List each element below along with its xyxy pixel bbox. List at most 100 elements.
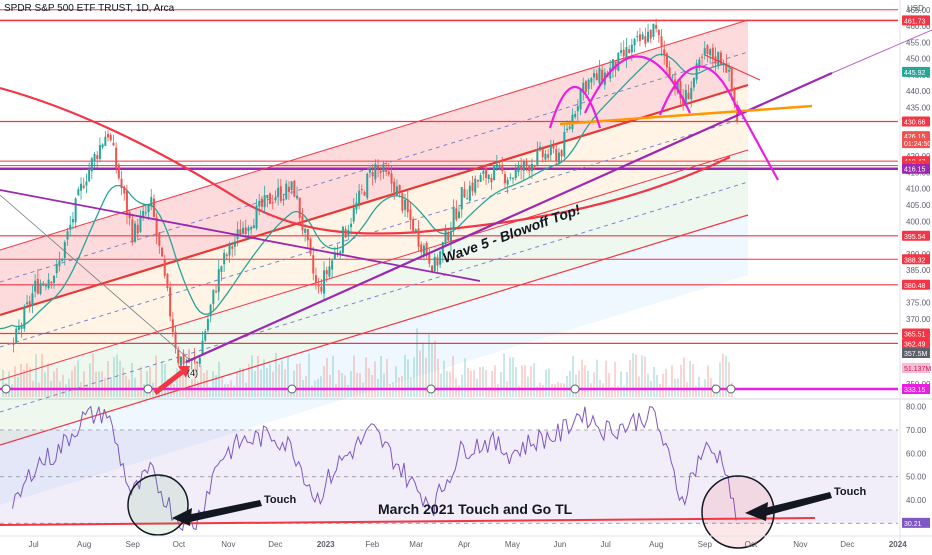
volume-bar bbox=[299, 363, 301, 397]
candle-body bbox=[703, 48, 706, 56]
candle-body bbox=[171, 319, 174, 333]
candle-body bbox=[622, 49, 625, 57]
volume-bar bbox=[104, 377, 106, 397]
x-tick-0: Jul bbox=[28, 540, 38, 549]
volume-bar bbox=[398, 377, 400, 397]
price-badge-text-7: 416.15 bbox=[904, 167, 926, 174]
candle-body bbox=[204, 331, 207, 341]
candle-body bbox=[512, 178, 515, 180]
rsi-tick-0: 80.00 bbox=[906, 403, 927, 412]
volume-bar bbox=[617, 385, 619, 397]
candle-body bbox=[17, 327, 20, 330]
candle-body bbox=[53, 275, 56, 283]
rsi-tick-3: 50.00 bbox=[906, 473, 927, 482]
candle-body bbox=[298, 197, 301, 218]
red-arrow-shaft bbox=[153, 370, 184, 395]
candle-body bbox=[233, 241, 236, 247]
volume-bar bbox=[668, 386, 670, 397]
volume-bar bbox=[221, 377, 223, 397]
volume-bar bbox=[683, 357, 685, 397]
candle-body bbox=[582, 82, 585, 93]
volume-bar bbox=[209, 386, 211, 397]
event-marker-6 bbox=[726, 384, 736, 394]
candle-body bbox=[422, 245, 425, 255]
candle-body bbox=[77, 189, 80, 196]
candle-body bbox=[584, 81, 587, 92]
price-badge-text-0: 461.73 bbox=[904, 18, 926, 25]
channel-band-bottom bbox=[0, 215, 748, 505]
x-tick-10: May bbox=[505, 540, 520, 549]
candle-body bbox=[107, 133, 110, 138]
candle-body bbox=[139, 216, 142, 232]
candle-body bbox=[547, 154, 550, 158]
rsi-value-badge-text: 30.21 bbox=[904, 521, 922, 528]
candle-body bbox=[479, 175, 482, 182]
price-tick-5: 440.00 bbox=[906, 87, 931, 96]
volume-bar bbox=[62, 374, 64, 397]
candle-body bbox=[317, 285, 320, 287]
candle-body bbox=[668, 67, 671, 79]
candle-body bbox=[660, 36, 663, 47]
candle-body bbox=[117, 164, 120, 179]
grey-diagonal-line bbox=[0, 194, 191, 361]
candle-body bbox=[449, 230, 452, 243]
candle-body bbox=[39, 283, 42, 294]
volume-bar bbox=[281, 360, 283, 397]
touch-arrow-right-head bbox=[745, 502, 768, 521]
candle-body bbox=[287, 186, 290, 192]
currency-label: USD bbox=[907, 4, 924, 13]
candle-body bbox=[401, 193, 404, 211]
x-tick-17: Dec bbox=[840, 540, 854, 549]
candle-body bbox=[476, 180, 479, 182]
volume-bar bbox=[635, 354, 637, 397]
candle-body bbox=[436, 257, 439, 266]
candle-body bbox=[533, 166, 536, 168]
candle-body bbox=[217, 269, 220, 293]
x-tick-6: 2023 bbox=[317, 540, 335, 549]
volume-bar bbox=[323, 366, 325, 397]
candle-body bbox=[69, 224, 72, 230]
volume-bar bbox=[65, 384, 67, 397]
price-tick-3: 450.00 bbox=[906, 55, 931, 64]
candle-body bbox=[350, 223, 353, 228]
candle-body bbox=[487, 174, 490, 180]
volume-bar bbox=[53, 371, 55, 397]
volume-bar bbox=[473, 370, 475, 397]
candle-body bbox=[611, 59, 614, 71]
candle-body bbox=[652, 23, 655, 37]
candle-body bbox=[144, 212, 147, 214]
candle-body bbox=[201, 340, 204, 356]
magenta-projection-line bbox=[736, 104, 779, 181]
price-badge-7 bbox=[902, 163, 930, 174]
candle-body bbox=[88, 168, 91, 182]
candle-body bbox=[90, 158, 93, 172]
price-tick-19: 370.00 bbox=[906, 315, 931, 324]
candle-body bbox=[568, 126, 571, 129]
candle-body bbox=[231, 246, 234, 249]
volume-bar bbox=[236, 371, 238, 397]
candle-body bbox=[23, 307, 26, 329]
candle-body bbox=[150, 197, 153, 207]
candle-body bbox=[641, 34, 644, 40]
volume-bar bbox=[182, 369, 184, 397]
candle-body bbox=[425, 242, 428, 256]
volume-bar bbox=[512, 357, 514, 397]
price-badge-text-10: 380.48 bbox=[904, 283, 926, 290]
candle-body bbox=[136, 224, 139, 234]
volume-bar bbox=[470, 370, 472, 397]
volume-bar bbox=[266, 367, 268, 397]
volume-bar bbox=[596, 359, 598, 397]
candle-body bbox=[28, 301, 31, 305]
event-marker-2 bbox=[287, 384, 297, 394]
volume-bar bbox=[605, 360, 607, 397]
candle-body bbox=[698, 59, 701, 67]
volume-bar bbox=[452, 355, 454, 397]
volume-bar bbox=[185, 377, 187, 397]
volume-bar bbox=[101, 371, 103, 397]
candle-body bbox=[98, 144, 101, 159]
candle-body bbox=[282, 198, 285, 201]
candle-body bbox=[711, 47, 714, 60]
candle-body bbox=[63, 242, 66, 258]
